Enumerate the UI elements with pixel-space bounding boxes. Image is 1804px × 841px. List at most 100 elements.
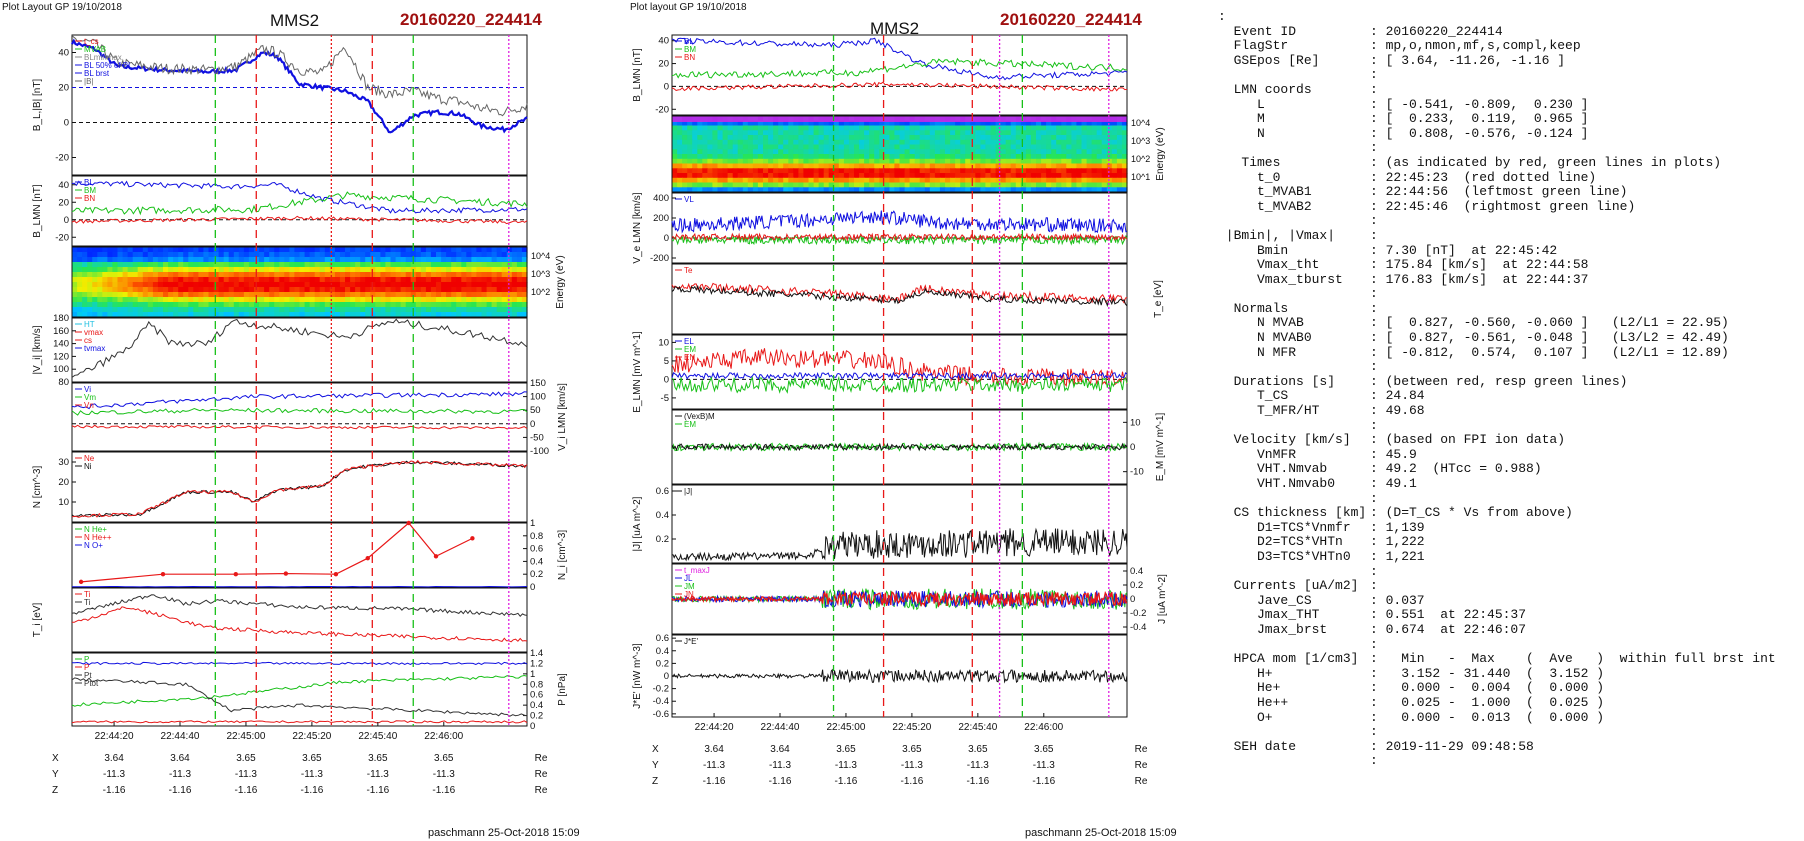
spectrogram-cell: [1056, 163, 1062, 169]
spectrogram-cell: [1020, 158, 1027, 165]
spectrogram-cell: [168, 272, 174, 278]
spectrogram-cell: [980, 120, 987, 127]
spectrogram-cell: [314, 287, 321, 293]
spectrogram-cell: [248, 267, 255, 273]
legend-label-p: Ptot: [84, 679, 99, 688]
spectrogram-cell: [904, 139, 911, 146]
spectrogram-cell: [137, 262, 144, 268]
spectrogram-cell: [324, 262, 331, 268]
spectrogram-cell: [329, 257, 336, 263]
spectrogram-cell: [1111, 177, 1118, 184]
spectrogram-cell: [1116, 125, 1123, 131]
spectrogram-cell: [904, 130, 911, 136]
spectrogram-cell: [783, 177, 789, 184]
spectrogram-cell: [919, 163, 926, 169]
spectrogram-cell: [294, 257, 301, 263]
spectrogram-cell: [501, 282, 508, 288]
info-line: VnMFR: 45.9: [1218, 447, 1798, 463]
spectrogram-cell: [970, 163, 976, 169]
spectrogram-cell: [279, 302, 285, 308]
spectrogram-cell: [238, 267, 245, 273]
spectrogram-cell: [904, 120, 911, 127]
spectrogram-cell: [833, 149, 840, 155]
spectrogram-cell: [783, 158, 789, 165]
spectrogram-cell: [491, 252, 498, 258]
spectrogram-cell: [828, 149, 835, 155]
info-value: : 0.674 at 22:46:07: [1370, 621, 1527, 637]
spectrogram-cell: [132, 272, 139, 278]
spectrogram-cell: [732, 187, 739, 193]
spectrogram-cell: [838, 144, 845, 150]
spectrogram-cell: [496, 292, 503, 298]
spectrogram-cell: [107, 277, 114, 283]
spectrogram-cell: [112, 247, 119, 253]
spectrogram-cell: [329, 272, 336, 278]
spectrogram-cell: [456, 272, 462, 278]
spectrogram-cell: [732, 163, 739, 169]
spectrogram-cell: [1096, 168, 1103, 174]
spectrogram-cell: [757, 182, 764, 188]
spectrogram-cell: [178, 262, 184, 268]
spectrogram-cell: [778, 168, 784, 174]
spectrogram-cell: [732, 135, 739, 141]
spectrogram-cell: [808, 125, 815, 131]
info-line: O+: 0.000 - 0.013 ( 0.000 ): [1218, 710, 1798, 726]
spectrogram-cell: [390, 257, 397, 263]
spectrogram-cell: [486, 252, 493, 258]
spectrogram-cell: [924, 187, 931, 193]
xtick-label: 22:45:20: [292, 731, 331, 742]
spectrogram-cell: [732, 154, 739, 160]
spectrogram-cell: [929, 130, 936, 136]
spectrogram-cell: [243, 302, 250, 308]
spectrogram-cell: [1101, 125, 1108, 131]
spectrogram-cell: [1116, 168, 1123, 174]
info-line: Jave_CS: 0.037: [1218, 593, 1798, 609]
spectrogram-cell: [339, 302, 346, 308]
spectrogram-cell: [309, 257, 316, 263]
spectrogram-cell: [778, 125, 784, 131]
spectrogram-cell: [309, 272, 316, 278]
spectrogram-cell: [682, 173, 688, 179]
spectrogram-cell: [405, 267, 412, 273]
spectrogram-cell: [854, 125, 860, 131]
spectrogram-cell: [284, 262, 290, 268]
spectrogram-cell: [707, 182, 714, 188]
spectrogram-cell: [254, 292, 260, 298]
spectrogram-cell: [1066, 177, 1072, 184]
spectrogram-cell: [127, 252, 134, 258]
spectrogram-cell: [360, 297, 366, 303]
spectrogram-cell: [1076, 130, 1083, 136]
spectrogram-cell: [1056, 130, 1062, 136]
spectrogram-cell: [692, 187, 698, 193]
spectrogram-cell: [1036, 163, 1042, 169]
spectrogram-cell: [808, 120, 815, 127]
spectrogram-cell: [385, 292, 392, 298]
spectrogram-cell: [178, 272, 184, 278]
spectrogram-cell: [491, 312, 498, 318]
spectrogram-cell: [833, 125, 840, 131]
spectrogram-cell: [1020, 149, 1027, 155]
spectrogram-cell: [960, 158, 966, 165]
spectrogram-cell: [198, 292, 205, 298]
spectrogram-cell: [843, 154, 850, 160]
spectrogram-cell: [702, 135, 708, 141]
spectrogram-cell: [1051, 135, 1057, 141]
ytick-label-hpca: 0.4: [530, 556, 543, 567]
spectrogram-cell: [833, 139, 840, 146]
spectrogram-cell: [1066, 120, 1072, 127]
spectrogram-cell: [385, 307, 392, 313]
spectrogram-cell: [717, 163, 724, 169]
spectrogram-cell: [178, 312, 184, 318]
spectrogram-cell: [763, 120, 769, 127]
spectrogram-cell: [919, 177, 926, 184]
spectrogram-cell: [1030, 173, 1037, 179]
spectrogram-cell: [1051, 120, 1057, 127]
spectrogram-cell: [874, 125, 880, 131]
legend-label-n: Ne: [84, 454, 95, 463]
spectrogram-cell: [132, 277, 139, 283]
spectrogram-cell: [1096, 182, 1103, 188]
spectrogram-cell: [874, 173, 880, 179]
spectrogram-cell: [228, 287, 235, 293]
spectrogram-cell: [838, 135, 845, 141]
spectrogram-cell: [122, 302, 129, 308]
